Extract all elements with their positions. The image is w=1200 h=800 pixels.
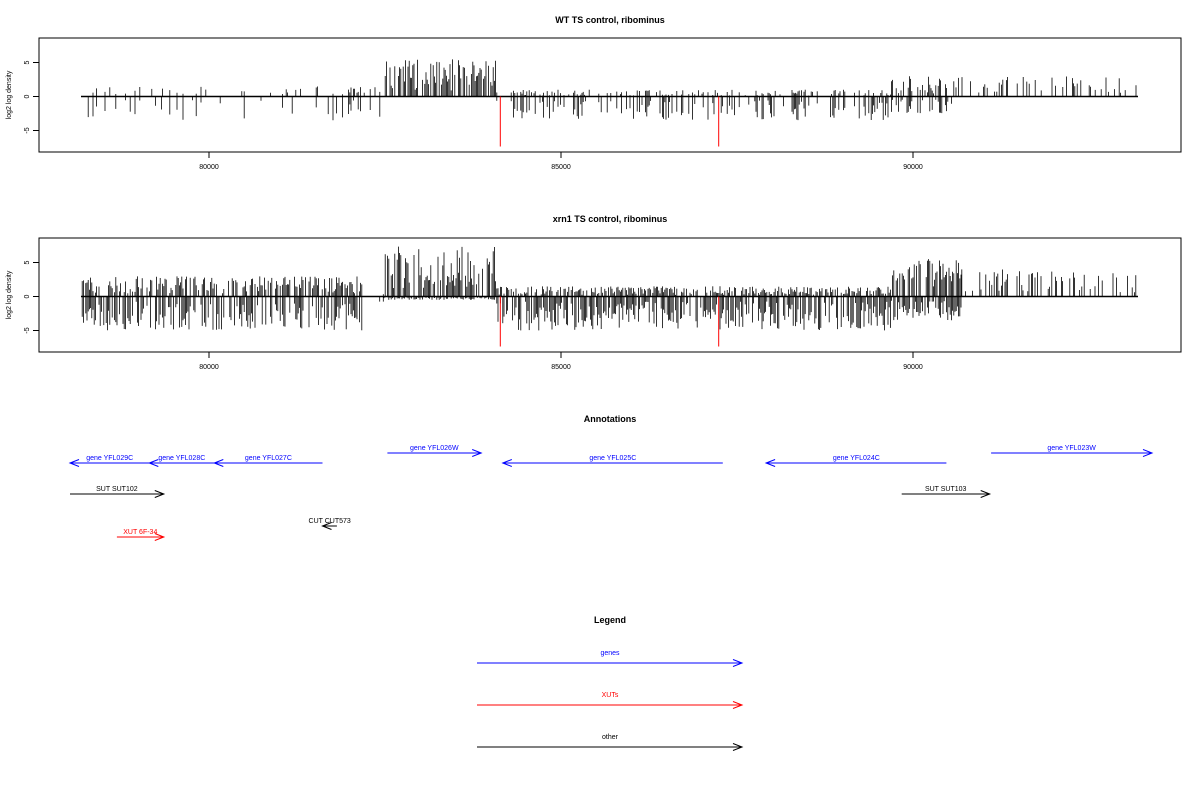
feature-track: gene YFL029C gene YFL028C gene YFL027C gene…	[68, 445, 1154, 541]
coverage-bars	[81, 246, 1137, 331]
y-axis-label: log2 log density	[6, 270, 13, 319]
x-tick-label: 90000	[903, 364, 923, 371]
y-tick-label: 5	[24, 260, 31, 264]
feature-label: SUT SUT102	[96, 486, 138, 493]
panel-wt: WT TS control, ribominus log2 log densit…	[6, 15, 1182, 171]
feature-arrow	[901, 490, 992, 498]
panel-xrn1: xrn1 TS control, ribominus log2 log dens…	[6, 214, 1182, 371]
panel-title: xrn1 TS control, ribominus	[553, 214, 668, 224]
y-tick-label: 0	[24, 294, 31, 298]
panel-title: WT TS control, ribominus	[555, 15, 665, 25]
feature-label: gene YFL027C	[245, 455, 292, 462]
feature-arrow	[501, 459, 723, 467]
y-axis-label: log2 log density	[6, 70, 13, 119]
feature-label: gene YFL026W	[410, 445, 459, 452]
feature-label: gene YFL028C	[158, 455, 205, 462]
x-axis: 80000 85000 90000	[199, 152, 923, 171]
x-tick-label: 85000	[551, 364, 571, 371]
feature-arrow	[68, 459, 150, 467]
legend-arrow	[477, 659, 744, 667]
x-axis: 80000 85000 90000	[199, 352, 923, 371]
legend-title: Legend	[594, 615, 626, 625]
x-tick-label: 90000	[903, 164, 923, 171]
y-axis: 5 0 -5	[24, 260, 39, 334]
feature-label: SUT SUT103	[925, 486, 967, 493]
plot-frame	[38, 37, 1182, 153]
y-tick-label: 5	[24, 60, 31, 64]
legend-arrow	[477, 701, 744, 709]
feature-arrow	[991, 449, 1154, 457]
y-tick-label: -5	[24, 327, 31, 333]
legend-panel: Legend genes XUTs other	[477, 615, 744, 751]
feature-label: gene YFL024C	[833, 455, 880, 462]
x-tick-label: 85000	[551, 164, 571, 171]
legend-label: other	[602, 734, 619, 741]
legend-label: genes	[600, 650, 620, 657]
legend-label: XUTs	[602, 692, 619, 699]
x-tick-label: 80000	[199, 364, 219, 371]
y-tick-label: 0	[24, 94, 31, 98]
feature-label: gene YFL023W	[1047, 445, 1096, 452]
feature-arrow	[764, 459, 947, 467]
feature-label: XUT 6F-34	[123, 529, 157, 536]
feature-arrow	[321, 522, 337, 530]
feature-label: gene YFL029C	[86, 455, 133, 462]
feature-label: CUT CUT573	[309, 518, 351, 525]
marker-lines	[499, 96, 720, 147]
legend-items: genes XUTs other	[477, 650, 744, 751]
feature-arrow	[387, 449, 483, 457]
feature-arrow	[116, 533, 166, 541]
coverage-bars	[87, 59, 1137, 121]
feature-arrow	[212, 459, 323, 467]
marker-lines	[499, 296, 720, 347]
plot-frame	[38, 237, 1182, 353]
annotations-title: Annotations	[584, 414, 637, 424]
feature-arrow	[70, 490, 166, 498]
feature-arrow	[147, 459, 215, 467]
feature-label: gene YFL025C	[589, 455, 636, 462]
x-tick-label: 80000	[199, 164, 219, 171]
legend-arrow	[477, 743, 744, 751]
y-tick-label: -5	[24, 127, 31, 133]
y-axis: 5 0 -5	[24, 60, 39, 134]
annotations-panel: Annotations gene YFL029C gene YFL028C gene…	[68, 414, 1154, 541]
